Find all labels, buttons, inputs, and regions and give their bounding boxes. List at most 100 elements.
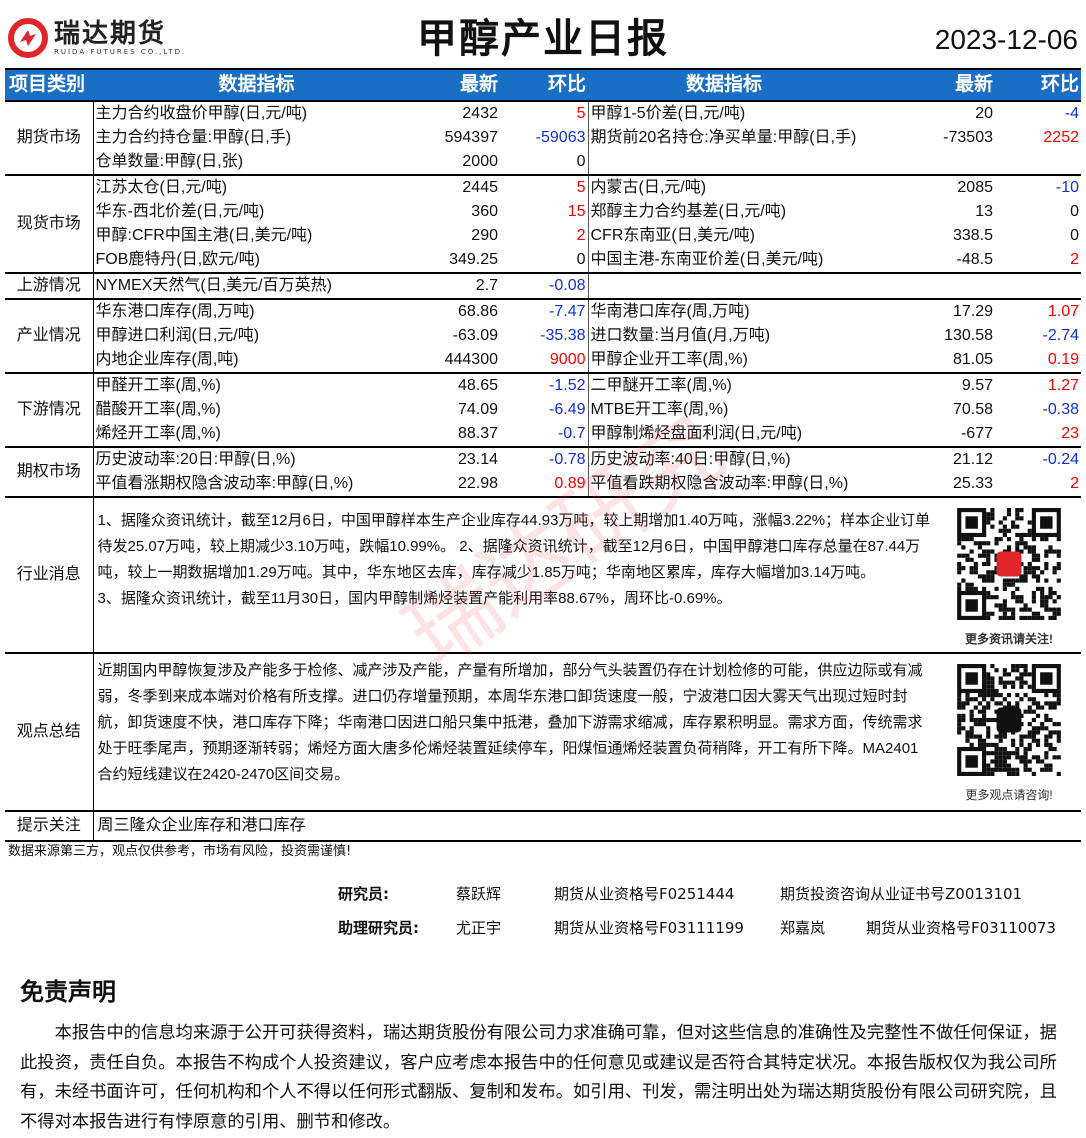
assistant-name-2: 郑嘉岚 [780, 918, 826, 937]
indicator-name: FOB鹿特丹(日,欧元/吨) [95, 251, 260, 268]
header-category: 项目类别 [5, 69, 93, 101]
latest-value: 360 [471, 203, 498, 220]
change-value: 5 [500, 174, 589, 200]
latest-value: 70.58 [952, 401, 993, 418]
category-cell: 观点总结 [5, 652, 94, 811]
researcher-label: 研究员: [338, 884, 389, 903]
table-row: FOB鹿特丹(日,欧元/吨) 349.25 0 中国主港-东南亚价差(日,美元/… [5, 248, 1081, 273]
change-value [995, 272, 1081, 299]
latest-value: 349.25 [449, 251, 498, 268]
latest-value: 20 [860, 100, 995, 126]
data-table: 项目类别 数据指标 最新 环比 数据指标 最新 环比 期货市场 主力合约收盘价甲醇… [5, 68, 1081, 842]
table-row: 平值看涨期权隐含波动率:甲醇(日,%) 22.98 0.89 平值看跌期权隐含波… [5, 472, 1081, 497]
indicator-name: 期货前20名持仓:净买单量:甲醇(日,手) [590, 129, 857, 146]
qr-caption: 更多观点请咨询! [965, 788, 1053, 802]
category-cell: 下游情况 [5, 372, 94, 447]
indicator-name: 平值看涨期权隐含波动率:甲醇(日,%) [95, 475, 354, 492]
indicator-name: 内地企业库存(周,吨) [95, 351, 239, 368]
latest-value: 23.14 [420, 446, 500, 472]
change-value: 2252 [1043, 129, 1079, 146]
change-value: -0.24 [995, 446, 1081, 472]
qr-code-icon [957, 664, 1061, 776]
indicator-name: 江苏太仓(日,元/吨) [93, 174, 420, 200]
change-value: 0 [500, 150, 589, 175]
indicator-name: 中国主港-东南亚价差(日,美元/吨) [590, 251, 824, 268]
table-header-row: 项目类别 数据指标 最新 环比 数据指标 最新 环比 [5, 69, 1081, 101]
latest-value: 74.09 [457, 401, 498, 418]
change-value: 0 [1070, 203, 1079, 220]
indicator-name: 二甲醚开工率(周,%) [588, 372, 860, 398]
assistant-name: 尤正宇 [456, 918, 502, 937]
table-row: 下游情况 甲醛开工率(周,%) 48.65 -1.52 二甲醚开工率(周,%) 9… [5, 372, 1081, 447]
indicator-name: 甲醛开工率(周,%) [93, 372, 420, 398]
tip-row: 提示关注 周三隆众企业库存和港口库存 [5, 810, 1081, 842]
researchers: 研究员: 蔡跃辉 期货从业资格号F0251444 期货投资咨询从业证书号Z001… [338, 876, 1056, 944]
researcher-cert: 期货从业资格号F0251444 [554, 884, 735, 903]
latest-value: 444300 [444, 351, 498, 368]
change-value: -35.38 [500, 324, 589, 348]
header-indicator: 数据指标 [93, 69, 420, 101]
latest-value: 2432 [420, 100, 500, 126]
latest-value [860, 272, 995, 299]
latest-value: 2445 [420, 174, 500, 200]
change-value: -7.47 [500, 298, 589, 324]
change-value: -0.7 [500, 422, 589, 447]
indicator-name: 华东-西北价差(日,元/吨) [95, 203, 265, 220]
header-indicator-2: 数据指标 [588, 69, 860, 101]
latest-value: 2085 [860, 174, 995, 200]
indicator-name: 甲醇企业开工率(周,%) [590, 351, 748, 368]
table-row: 上游情况 NYMEX天然气(日,美元/百万英热) 2.7 -0.08 [5, 272, 1081, 299]
indicator-name: 郑醇主力合约基差(日,元/吨) [590, 203, 787, 220]
latest-value: 68.86 [420, 298, 500, 324]
latest-value: 88.37 [457, 425, 498, 442]
risk-note: 数据来源第三方，观点仅供参考，市场有风险，投资需谨慎! [8, 844, 352, 859]
latest-value: 594397 [444, 129, 498, 146]
table-row: 现货市场 江苏太仓(日,元/吨) 2445 5 内蒙古(日,元/吨) 2085 -… [5, 174, 1081, 273]
change-value: -0.08 [500, 272, 589, 299]
tip-text: 周三隆众企业库存和港口库存 [93, 810, 1081, 842]
indicator-name: 进口数量:当月值(月,万吨) [590, 327, 771, 344]
table-row: 内地企业库存(周,吨) 444300 9000 甲醇企业开工率(周,%) 81.… [5, 348, 1081, 373]
change-value: 0.89 [500, 472, 589, 497]
latest-value: 22.98 [457, 475, 498, 492]
indicator-name: 历史波动率:40日:甲醇(日,%) [588, 446, 860, 472]
latest-value: 9.57 [860, 372, 995, 398]
category-cell: 提示关注 [5, 810, 94, 842]
category-cell: 期货市场 [5, 100, 94, 175]
indicator-name: 醋酸开工率(周,%) [95, 401, 221, 418]
indicator-name: MTBE开工率(周,%) [590, 401, 729, 418]
indicator-name: 华南港口库存(周,万吨) [588, 298, 860, 324]
change-value: 5 [500, 100, 589, 126]
table-row: 期货市场 主力合约收盘价甲醇(日,元/吨) 2432 5 甲醇1-5价差(日,元/… [5, 100, 1081, 175]
qr-caption: 更多资讯请关注! [965, 632, 1053, 646]
category-cell: 上游情况 [5, 272, 94, 299]
change-value [995, 150, 1081, 175]
report-date: 2023-12-06 [934, 24, 1078, 55]
latest-value [860, 150, 995, 175]
table-row: 烯烃开工率(周,%) 88.37 -0.7 甲醇制烯烃盘面利润(日,元/吨) -… [5, 422, 1081, 447]
indicator-name: 历史波动率:20日:甲醇(日,%) [93, 446, 420, 472]
news-paragraph: 3、据隆众资讯统计，截至11月30日，国内甲醇制烯烃装置产能利用率88.67%，… [97, 590, 732, 607]
indicator-name: 主力合约持仓量:甲醇(日,手) [95, 129, 292, 146]
table-row: 期权市场 历史波动率:20日:甲醇(日,%) 23.14 -0.78 历史波动率:… [5, 446, 1081, 497]
category-cell: 行业消息 [5, 496, 94, 653]
latest-value: 290 [471, 227, 498, 244]
change-value: 2 [500, 224, 589, 248]
latest-value: 13 [975, 203, 993, 220]
latest-value: 25.33 [952, 475, 993, 492]
news-paragraph: 1、据隆众资讯统计，截至12月6日，中国甲醇样本生产企业库存44.93万吨，较上… [97, 512, 931, 581]
change-value: 1.07 [995, 298, 1081, 324]
change-value: -59063 [500, 126, 589, 150]
change-value: 2 [1070, 251, 1079, 268]
indicator-name: 甲醇制烯烃盘面利润(日,元/吨) [590, 425, 803, 442]
change-value: -1.52 [500, 372, 589, 398]
qr-code-icon [957, 508, 1061, 620]
header-change-2: 环比 [995, 69, 1081, 101]
indicator-name [588, 272, 860, 299]
header-latest: 最新 [420, 69, 500, 101]
latest-value: -677 [960, 425, 993, 442]
latest-value: 2000 [462, 153, 498, 170]
category-cell: 现货市场 [5, 174, 94, 273]
latest-value: 17.29 [860, 298, 995, 324]
